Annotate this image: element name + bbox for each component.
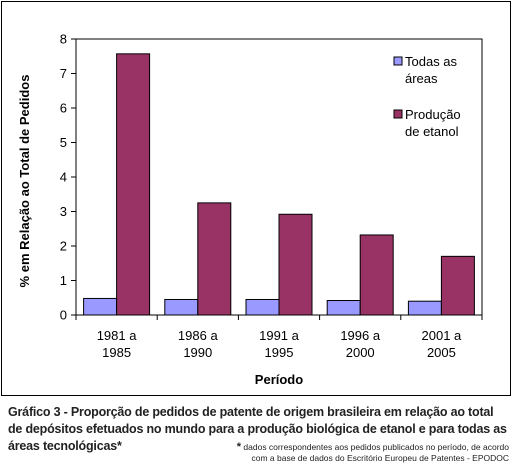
bar-chart: 0 1 2 3 4 5 6 7 8 1981 a 1985 1986 a 1990 1991 a 1995 1…: [17, 32, 483, 387]
bar-todas-as-areas: [164, 298, 199, 316]
bar-todas-as-areas: [407, 300, 442, 316]
y-tick-label: 4: [60, 170, 67, 185]
x-tick-label: 1981 a: [97, 328, 138, 343]
x-tick-label: 1990: [183, 345, 212, 360]
x-tick-label: 1991 a: [259, 328, 300, 343]
caption-text: Proporção de pedidos de patente de orige…: [8, 405, 507, 453]
x-tick-label: 2005: [427, 345, 456, 360]
bar-producao-de-etanol: [359, 234, 394, 316]
y-tick-label: 2: [60, 239, 67, 254]
y-axis-title: % em Relação ao Total de Pedidos: [17, 75, 32, 288]
bar-producao-de-etanol: [197, 202, 232, 316]
x-tick-label: 1996 a: [340, 328, 381, 343]
legend-swatch: [393, 56, 403, 66]
chart-caption: Gráfico 3 - Proporção de pedidos de pate…: [8, 404, 508, 455]
y-tick-label: 5: [60, 135, 67, 150]
legend-label: Todas as: [405, 54, 458, 69]
legend-label: áreas: [405, 71, 438, 86]
x-tick-label: 1985: [102, 345, 131, 360]
footnote-line-2: com a base de dados do Escritório Europe…: [251, 453, 510, 463]
x-axis-title: Período: [255, 372, 303, 387]
caption-star: *: [116, 439, 122, 453]
y-tick-label: 6: [60, 101, 67, 116]
y-tick-label: 7: [60, 66, 67, 81]
bar-producao-de-etanol: [116, 53, 151, 316]
footnote-line-1: dados correspondentes aos pedidos public…: [241, 442, 509, 452]
footnote: * dados correspondentes aos pedidos publ…: [209, 442, 509, 464]
bar-todas-as-areas: [326, 300, 361, 316]
x-tick-label: 2000: [346, 345, 375, 360]
bar-todas-as-areas: [83, 297, 118, 316]
y-tick-label: 0: [60, 308, 67, 323]
legend-swatch: [393, 109, 403, 119]
x-tick-label: 2001 a: [422, 328, 463, 343]
bar-producao-de-etanol: [278, 213, 313, 316]
caption-prefix: Gráfico 3 -: [8, 405, 68, 419]
chart-frame: 0 1 2 3 4 5 6 7 8 1981 a 1985 1986 a 1990 1991 a 1995 1…: [1, 1, 511, 396]
bar-producao-de-etanol: [440, 255, 475, 316]
footnote-star: *: [236, 441, 242, 453]
bar-todas-as-areas: [245, 298, 280, 316]
x-tick-label: 1995: [265, 345, 294, 360]
x-tick-label: 1986 a: [178, 328, 219, 343]
legend-label: de etanol: [405, 124, 459, 139]
legend-label: Produção: [405, 107, 461, 122]
y-tick-label: 1: [60, 273, 67, 288]
y-tick-label: 8: [60, 32, 67, 47]
y-tick-label: 3: [60, 204, 67, 219]
